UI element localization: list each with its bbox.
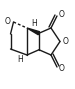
Polygon shape — [27, 28, 40, 35]
Text: H: H — [31, 19, 37, 28]
Text: O: O — [5, 18, 10, 27]
Text: O: O — [59, 10, 64, 19]
Text: H: H — [17, 55, 23, 64]
Text: O: O — [59, 64, 64, 73]
Text: O: O — [62, 37, 68, 46]
